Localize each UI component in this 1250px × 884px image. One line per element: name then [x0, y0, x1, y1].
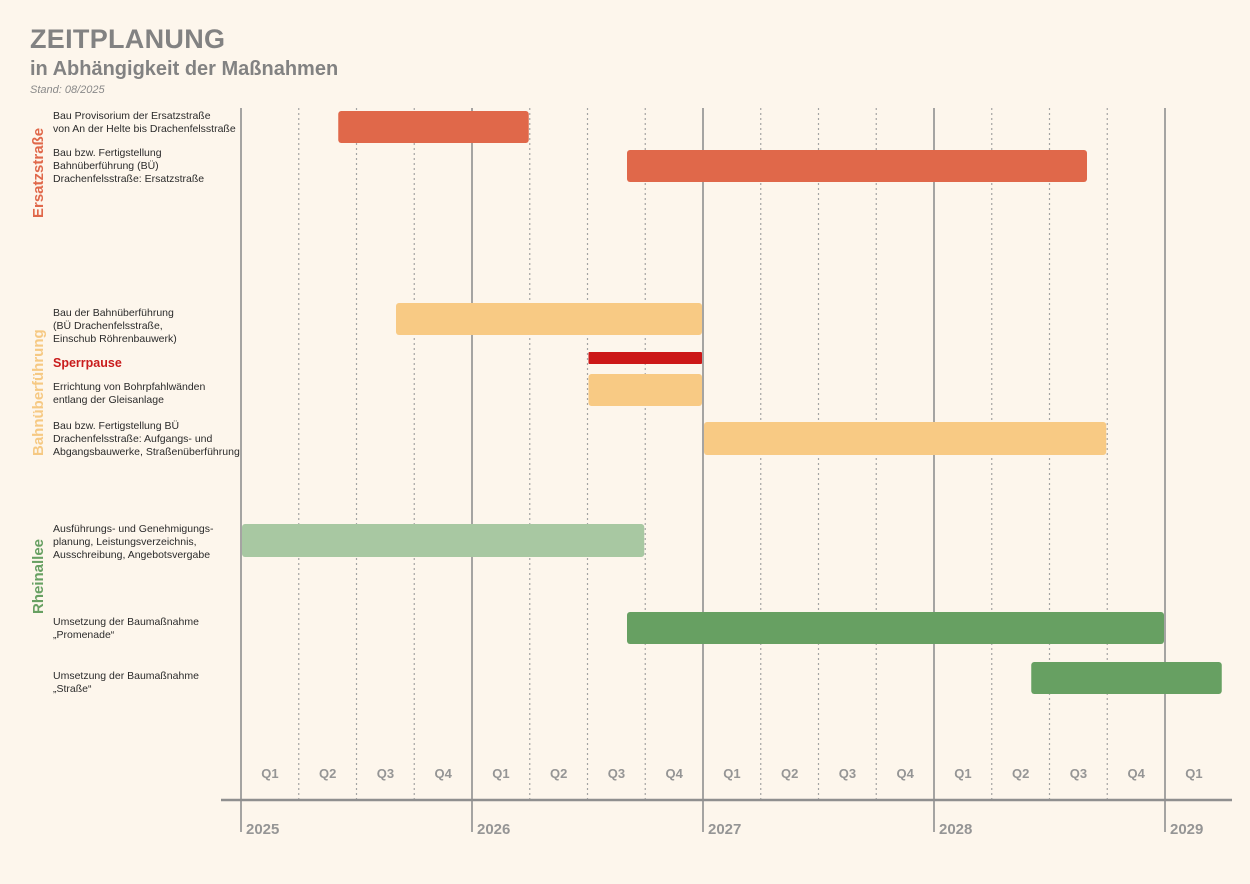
group-label: Ersatzstraße — [30, 127, 47, 218]
year-tick-label: 2028 — [939, 821, 972, 838]
task-label: Bau der Bahnüberführung (BÜ Drachenfelss… — [53, 307, 177, 345]
task-label: Ausführungs- und Genehmigungs- planung, … — [53, 523, 214, 561]
task-bar — [627, 150, 1087, 182]
year-tick-label: 2029 — [1170, 821, 1203, 838]
task-bar — [396, 303, 702, 335]
task-bar — [627, 612, 1164, 644]
task-bar — [338, 111, 529, 143]
task-bar — [242, 524, 645, 557]
year-tick-label: 2025 — [246, 821, 279, 838]
quarter-tick-label: Q3 — [377, 766, 394, 781]
group-label: Rheinallee — [30, 538, 47, 614]
quarter-tick-label: Q3 — [839, 766, 856, 781]
quarter-tick-label: Q1 — [261, 766, 278, 781]
task-label: Bau bzw. Fertigstellung Bahnüberführung … — [53, 147, 205, 185]
quarter-tick-label: Q2 — [550, 766, 567, 781]
quarter-tick-label: Q1 — [723, 766, 740, 781]
quarter-tick-label: Q2 — [319, 766, 336, 781]
quarter-tick-label: Q2 — [1012, 766, 1029, 781]
page-title: ZEITPLANUNG — [30, 24, 226, 54]
year-tick-label: 2027 — [708, 821, 741, 838]
quarter-tick-label: Q3 — [1070, 766, 1087, 781]
quarter-tick-label: Q4 — [434, 766, 452, 781]
quarter-tick-label: Q3 — [608, 766, 625, 781]
quarter-tick-label: Q1 — [954, 766, 971, 781]
group-label: Bahnüberführung — [30, 329, 47, 456]
year-tick-label: 2026 — [477, 821, 510, 838]
task-bar — [704, 422, 1107, 455]
task-label: Umsetzung der Baumaßnahme „Straße“ — [53, 670, 199, 695]
stand-date: Stand: 08/2025 — [30, 84, 105, 96]
page-subtitle: in Abhängigkeit der Maßnahmen — [30, 58, 339, 80]
task-bar — [1031, 662, 1222, 694]
quarter-tick-label: Q2 — [781, 766, 798, 781]
task-label: Bau bzw. Fertigstellung BÜ Drachenfelsst… — [53, 420, 240, 458]
quarter-tick-label: Q4 — [1127, 766, 1145, 781]
task-bar — [588, 374, 702, 406]
task-label: Umsetzung der Baumaßnahme „Promenade“ — [53, 616, 199, 641]
task-label: Bau Provisorium der Ersatzstraße von An … — [53, 110, 236, 135]
quarter-tick-label: Q1 — [492, 766, 509, 781]
sperrpause-label: Sperrpause — [53, 356, 122, 370]
sperrpause-bar — [588, 352, 702, 364]
task-label: Errichtung von Bohrpfahlwänden entlang d… — [53, 381, 206, 406]
quarter-tick-label: Q4 — [896, 766, 914, 781]
quarter-tick-label: Q1 — [1185, 766, 1202, 781]
quarter-tick-label: Q4 — [665, 766, 683, 781]
